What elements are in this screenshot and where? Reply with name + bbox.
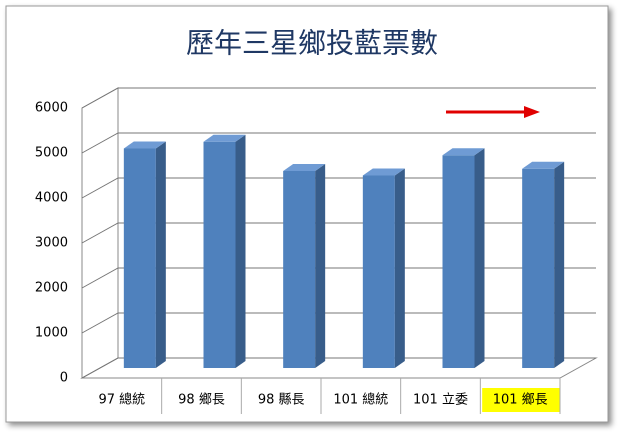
y-tick-label: 5000 (35, 146, 68, 161)
bar (362, 168, 405, 368)
x-tick-label: 97 總統 (98, 392, 145, 408)
y-tick-label: 6000 (35, 101, 68, 116)
x-tick-label: 98 縣長 (258, 393, 305, 408)
x-tick-label: 101 鄉長 (493, 392, 548, 408)
x-tick-label: 98 鄉長 (178, 392, 225, 408)
bar-face (522, 168, 555, 368)
y-tick-label: 1000 (35, 326, 68, 341)
x-tick-label: 101 立委 (413, 393, 468, 408)
y-tick-label: 3000 (35, 236, 68, 251)
chart-title: 歷年三星鄉投藍票數 (186, 27, 438, 60)
bar-face (362, 168, 405, 176)
bar-face (235, 134, 246, 368)
bar-face (283, 164, 326, 171)
highlight (482, 388, 561, 412)
bar-face (442, 155, 475, 368)
bar (203, 134, 246, 368)
x-tick-label: 101 總統 (333, 392, 388, 408)
grid-line (81, 132, 596, 154)
bar-face (442, 148, 485, 156)
grid-line (81, 357, 596, 379)
bar (123, 141, 166, 368)
y-tick-label: 4000 (35, 191, 68, 206)
bar (522, 161, 565, 368)
bar-face (394, 168, 405, 368)
bar-face (474, 148, 485, 368)
bar-face (283, 171, 316, 368)
y-tick-label: 2000 (35, 281, 68, 296)
y-tick-label: 0 (60, 371, 68, 386)
bar-face (203, 134, 246, 142)
bar-face (362, 175, 395, 368)
grid-line (81, 222, 596, 244)
grid-line (81, 312, 596, 334)
grid-line (81, 267, 596, 289)
bar (283, 164, 326, 368)
grid-line (81, 87, 596, 109)
bar-face (123, 148, 156, 368)
bar-face (315, 164, 326, 368)
bar-face (554, 161, 565, 368)
arrow (446, 106, 540, 118)
bar-face (203, 141, 236, 368)
bar-face (522, 161, 565, 169)
bar (442, 148, 485, 368)
bar-face (123, 141, 166, 149)
grid-line (81, 177, 596, 199)
bar-face (155, 141, 166, 368)
